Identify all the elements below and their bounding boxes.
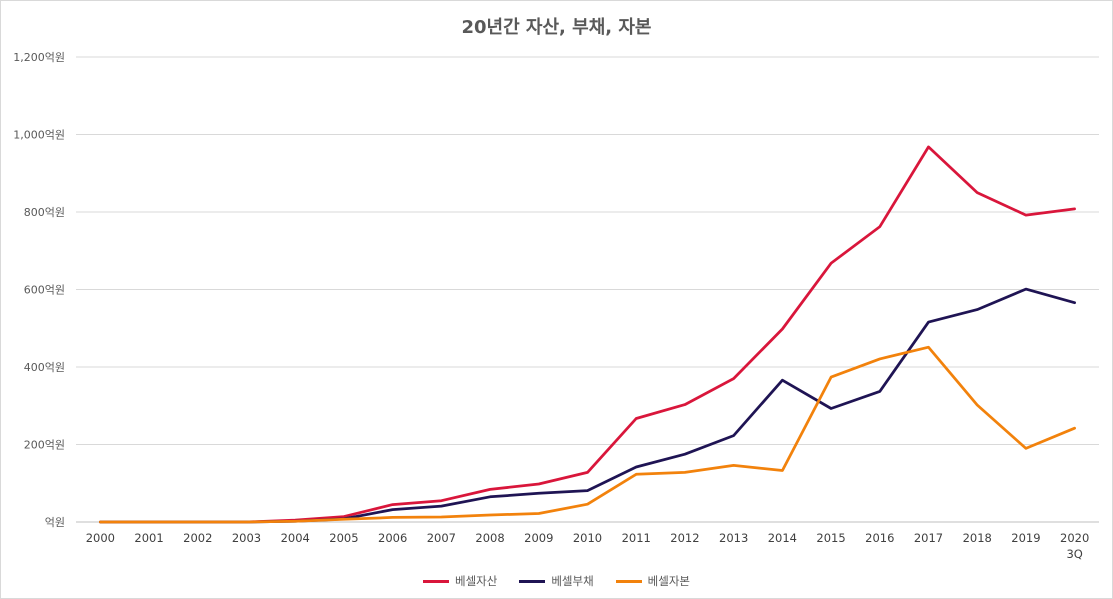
x-tick-label: 2005 — [329, 531, 358, 545]
legend-label: 베셀자본 — [647, 574, 690, 588]
x-axis-ticks: 2000 2001 2002 2003 2004 2005 2006 2007 2008 2009… — [86, 531, 1090, 561]
x-tick-label: 2014 — [768, 531, 797, 545]
y-tick-label: 1,000억원 — [13, 129, 65, 142]
legend-label: 베셀부채 — [551, 574, 594, 588]
x-tick-label: 2002 — [183, 531, 212, 545]
x-tick-label: 2010 — [573, 531, 602, 545]
x-tick-label: 2008 — [475, 531, 504, 545]
chart-title: 20년간 자산, 부채, 자본 — [461, 17, 652, 38]
x-tick-label: 2020 — [1060, 531, 1089, 545]
x-tick-label: 2015 — [816, 531, 845, 545]
x-tick-sublabel: 3Q — [1066, 547, 1082, 561]
x-tick-label: 2019 — [1011, 531, 1040, 545]
y-tick-label: 1,200억원 — [13, 51, 65, 64]
x-tick-label: 2016 — [865, 531, 894, 545]
x-tick-label: 2017 — [914, 531, 943, 545]
series-lines — [99, 145, 1076, 524]
x-tick-label: 2007 — [427, 531, 456, 545]
x-tick-label: 2013 — [719, 531, 748, 545]
x-tick-label: 2003 — [232, 531, 261, 545]
legend-swatch — [423, 579, 449, 583]
y-tick-label: 400억원 — [24, 361, 65, 374]
x-tick-label: 2012 — [670, 531, 699, 545]
y-tick-label: 억원 — [45, 516, 65, 529]
y-tick-label: 200억원 — [24, 439, 65, 452]
legend-item: 베셀자본 — [615, 573, 690, 589]
x-tick-label: 2006 — [378, 531, 407, 545]
legend-swatch — [615, 579, 642, 583]
x-tick-label: 2000 — [86, 531, 115, 545]
x-tick-label: 2018 — [963, 531, 992, 545]
grid-lines — [76, 56, 1099, 523]
y-axis-ticks: 억원 200억원 400억원 600억원 800억원 1,000억원 1,200억원 — [13, 51, 65, 529]
series-line-베셀자본 — [99, 345, 1076, 524]
y-tick-label: 800억원 — [24, 206, 65, 219]
x-tick-label: 2001 — [134, 531, 163, 545]
legend-label: 베셀자산 — [455, 574, 498, 588]
legend-swatch — [519, 579, 546, 583]
x-tick-label: 2011 — [622, 531, 651, 545]
legend-item: 베셀부채 — [519, 573, 594, 589]
series-line-베셀부채 — [99, 287, 1076, 524]
y-tick-label: 600억원 — [24, 284, 65, 297]
x-tick-label: 2009 — [524, 531, 553, 545]
chart-legend: 베셀자산 베셀부채 베셀자본 — [1, 573, 1112, 589]
x-tick-label: 2004 — [281, 531, 310, 545]
legend-item: 베셀자산 — [423, 573, 497, 589]
series-line-베셀자산 — [99, 145, 1076, 524]
